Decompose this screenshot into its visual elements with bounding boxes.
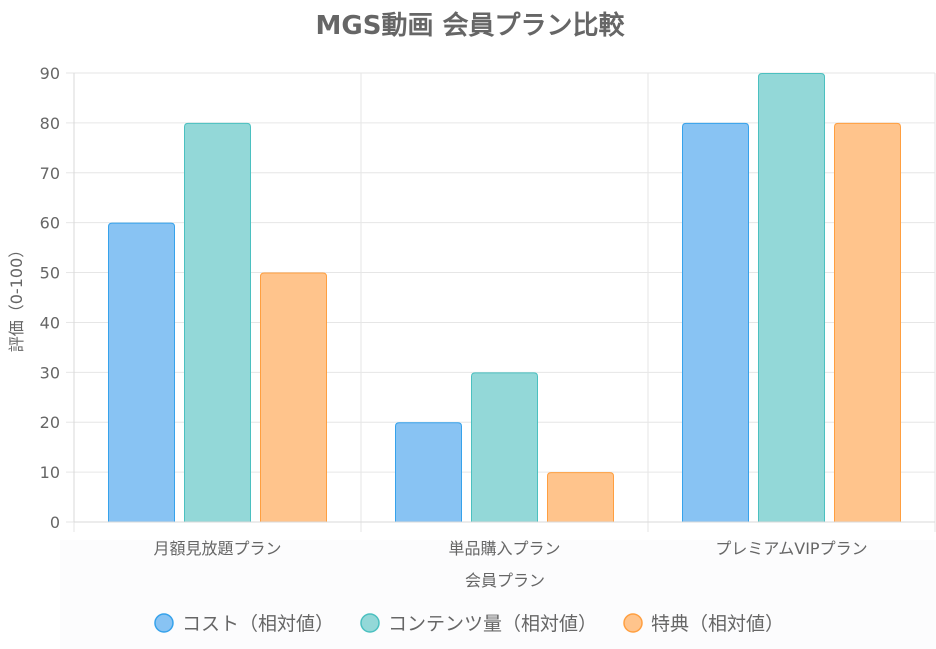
y-tick-label: 90 xyxy=(40,64,60,83)
legend-swatch xyxy=(360,613,380,633)
y-tick-label: 60 xyxy=(40,214,60,233)
x-tick-label: プレミアムVIPプラン xyxy=(715,539,867,558)
bar xyxy=(395,422,462,522)
legend-label: コンテンツ量（相対値） xyxy=(388,613,597,635)
bars xyxy=(108,73,901,522)
bar xyxy=(834,122,901,522)
bar xyxy=(758,73,825,522)
y-axis-title: 評価（0-100） xyxy=(7,242,26,353)
legend: コスト（相対値） コンテンツ量（相対値） 特典（相対値） xyxy=(154,613,784,635)
legend-swatch xyxy=(154,613,174,633)
x-tick-label: 月額見放題プラン xyxy=(153,539,281,558)
y-tick-label: 80 xyxy=(40,114,60,133)
y-tick-label: 0 xyxy=(50,513,60,532)
y-tick-label: 50 xyxy=(40,264,60,283)
axes: 0 10 20 30 40 50 60 70 80 90 月額見放題プラン 単品購入プラン プレミアムV… xyxy=(40,64,935,558)
bar xyxy=(108,222,175,522)
bar xyxy=(184,122,251,522)
y-tick-label: 70 xyxy=(40,164,60,183)
x-axis-title: 会員プラン xyxy=(465,571,545,590)
bar xyxy=(547,472,614,522)
y-tick-label: 40 xyxy=(40,313,60,332)
bar xyxy=(260,272,327,522)
legend-label: コスト（相対値） xyxy=(182,613,334,635)
y-tick-label: 30 xyxy=(40,363,60,382)
bar xyxy=(471,372,538,522)
legend-swatch xyxy=(623,613,643,633)
y-tick-label: 10 xyxy=(40,463,60,482)
y-tick-label: 20 xyxy=(40,413,60,432)
footer-band xyxy=(60,540,936,649)
bar xyxy=(682,122,749,522)
x-tick-label: 単品購入プラン xyxy=(448,539,560,558)
chart-title: MGS動画 会員プラン比較 xyxy=(316,10,626,41)
legend-label: 特典（相対値） xyxy=(651,613,784,635)
